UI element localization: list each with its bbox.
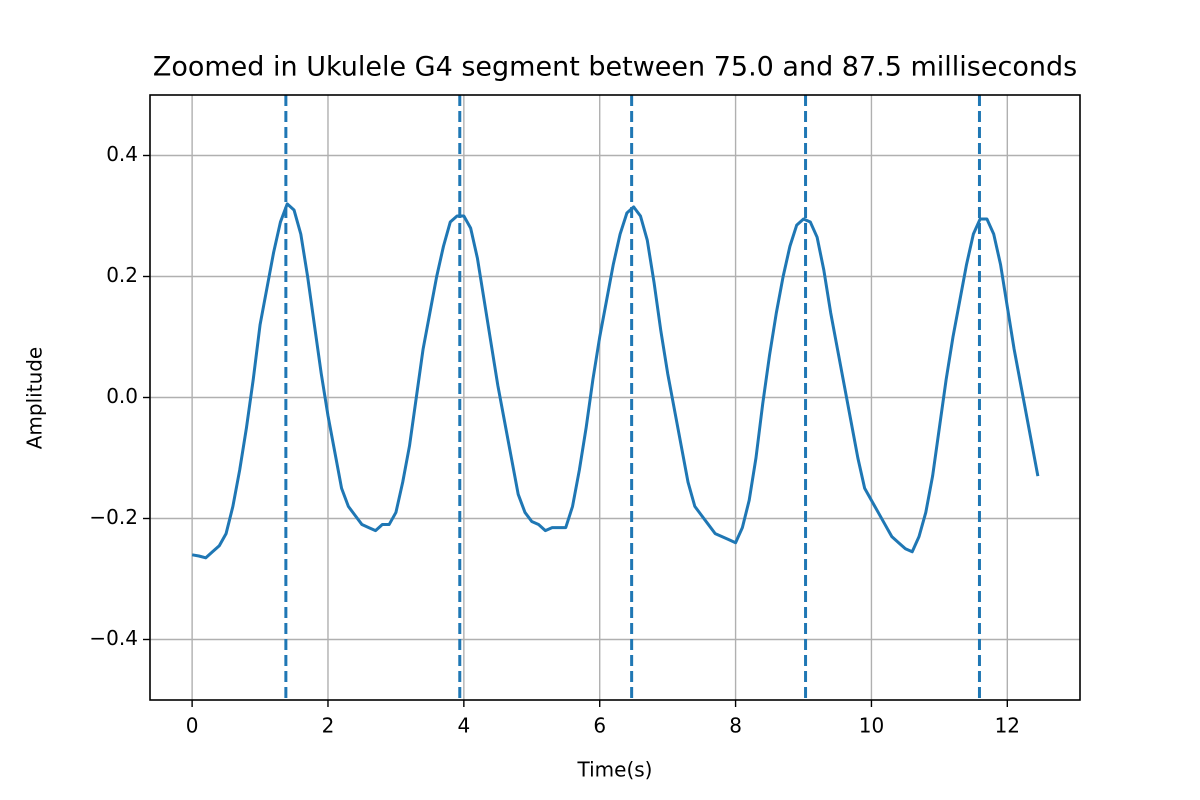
x-tick-label: 4 (457, 714, 470, 738)
x-tick-label: 6 (593, 714, 606, 738)
x-axis-label: Time(s) (577, 758, 653, 782)
y-tick-label: −0.4 (89, 626, 138, 650)
plot-frame (149, 94, 1081, 701)
data-line (191, 202, 1040, 560)
y-axis-label: Amplitude (23, 347, 47, 450)
y-tick-label: 0.0 (106, 384, 138, 408)
x-tick-label: 0 (186, 714, 199, 738)
x-tick-label: 10 (859, 714, 884, 738)
chart-title: Zoomed in Ukulele G4 segment between 75.… (153, 52, 1077, 83)
y-tick-label: 0.4 (106, 142, 138, 166)
x-tick-label: 8 (729, 714, 742, 738)
y-tick-label: 0.2 (106, 263, 138, 287)
x-tick-label: 12 (995, 714, 1020, 738)
x-tick-label: 2 (322, 714, 335, 738)
y-tick-label: −0.2 (89, 505, 138, 529)
